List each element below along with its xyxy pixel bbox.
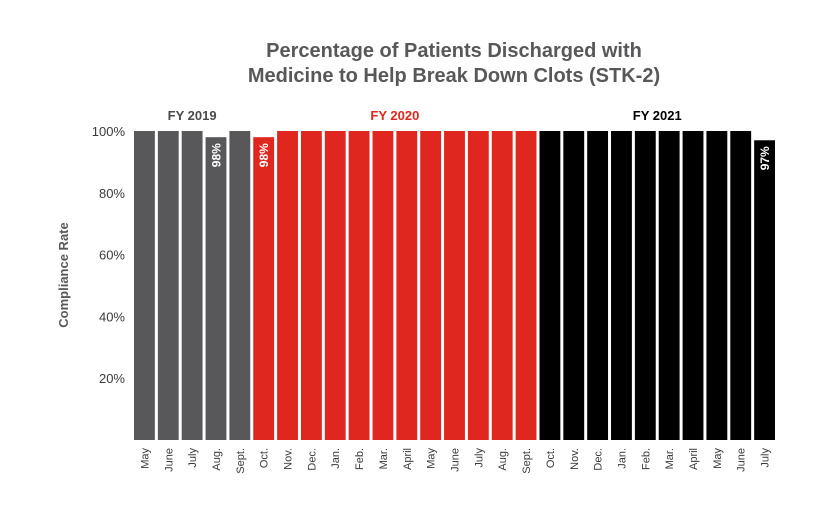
x-category-label: May [426, 448, 438, 469]
x-category-label: June [163, 448, 175, 472]
chart-title-line-2: Medicine to Help Break Down Clots (STK-2… [248, 65, 660, 87]
x-category-label: Mar. [664, 448, 676, 469]
bar [300, 131, 322, 440]
x-category-label: Nov. [283, 448, 295, 470]
chart-title-line-1: Percentage of Patients Discharged with [266, 40, 642, 62]
bar [730, 131, 752, 440]
x-category-label: Dec. [593, 448, 605, 471]
x-category-label: July [473, 448, 485, 468]
bar [420, 131, 442, 440]
data-labels: 98% 98% 97% [209, 143, 772, 170]
x-category-label: Dec. [306, 448, 318, 471]
x-category-label: June [736, 448, 748, 472]
bar [491, 131, 513, 440]
x-category-label: Sept. [235, 448, 247, 474]
fiscal-year-label: FY 2019 [168, 108, 217, 123]
bar [277, 131, 298, 440]
fiscal-year-label: FY 2021 [633, 108, 682, 123]
y-axis-ticks: 20% 40% 60% 80% 100% [92, 124, 126, 386]
x-category-label: April [402, 448, 414, 470]
bar [134, 131, 155, 440]
bar [205, 137, 227, 440]
x-category-label: Jan. [616, 448, 628, 469]
x-category-label: Oct. [545, 448, 557, 468]
bar [634, 131, 656, 440]
y-tick-label: 80% [99, 186, 125, 201]
fiscal-year-labels: FY 2019 FY 2020 FY 2021 [168, 108, 682, 123]
y-axis-label: Compliance Rate [56, 222, 71, 327]
bar-data-label: 98% [209, 143, 223, 167]
bar [563, 131, 585, 440]
x-category-label: Mar. [378, 448, 390, 469]
bar [181, 131, 203, 440]
bar [467, 131, 489, 440]
bar [444, 131, 465, 440]
bars [134, 131, 775, 440]
x-category-label: Aug. [211, 448, 223, 471]
x-category-label: April [688, 448, 700, 470]
bar [348, 131, 370, 440]
x-category-label: Feb. [354, 448, 366, 470]
bar [754, 140, 775, 440]
x-axis-category-labels: May June July Aug. Sept. Oct. Nov. Dec. Jan. Feb.… [139, 448, 771, 474]
bar-data-label: 97% [758, 146, 772, 170]
x-category-label: July [760, 448, 772, 468]
y-tick-label: 60% [99, 248, 125, 263]
x-category-label: May [139, 448, 151, 469]
bar [658, 131, 680, 440]
x-category-label: Feb. [640, 448, 652, 470]
x-category-label: July [187, 448, 199, 468]
x-category-label: Nov. [569, 448, 581, 470]
x-category-label: May [712, 448, 724, 469]
bar [706, 131, 728, 440]
x-category-label: Jan. [330, 448, 342, 469]
bar-data-label: 98% [257, 143, 271, 167]
y-tick-label: 40% [99, 309, 125, 324]
bar [396, 131, 418, 440]
x-category-label: Sept. [521, 448, 533, 474]
bar [229, 131, 251, 440]
bar [372, 131, 394, 440]
bar [324, 131, 346, 440]
bar [539, 131, 561, 440]
x-category-label: Oct. [259, 448, 271, 468]
y-tick-label: 20% [99, 371, 125, 386]
bar [253, 137, 275, 440]
bar [611, 131, 632, 440]
bar [587, 131, 609, 440]
bar [157, 131, 179, 440]
x-category-label: Aug. [497, 448, 509, 471]
fiscal-year-label: FY 2020 [370, 108, 419, 123]
bar [515, 131, 537, 440]
x-category-label: June [450, 448, 462, 472]
bar [682, 131, 704, 440]
y-tick-label: 100% [92, 124, 126, 139]
